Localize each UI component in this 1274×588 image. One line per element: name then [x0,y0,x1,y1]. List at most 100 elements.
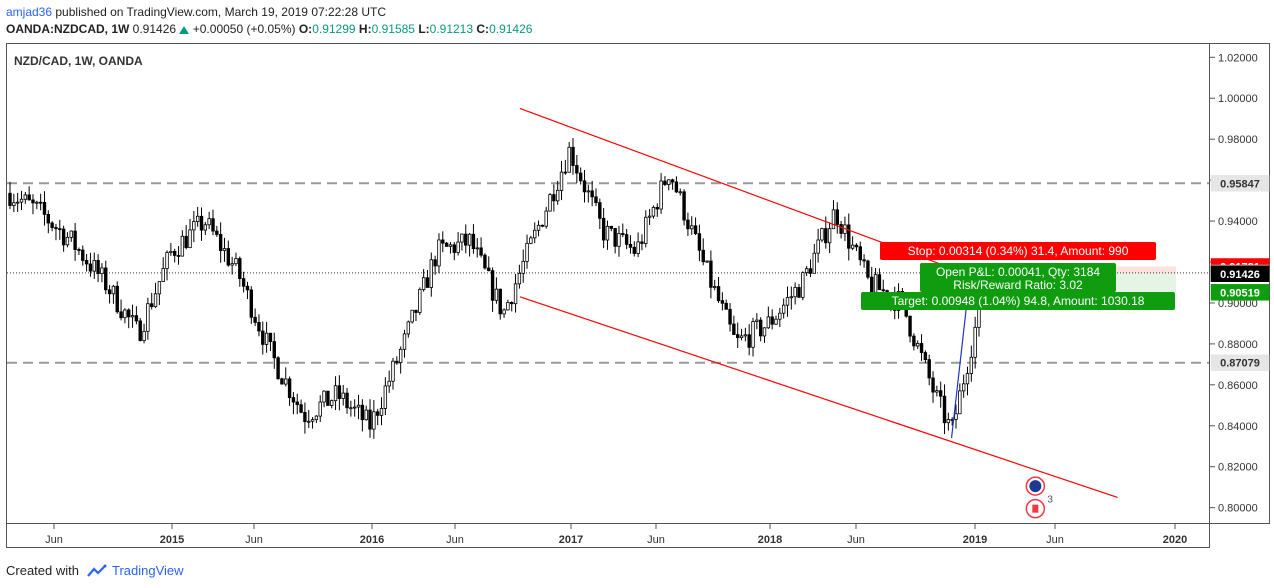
candle-down [575,165,579,174]
candle-up [364,409,368,421]
stop-label-bg [880,242,1156,260]
candle-up [739,335,744,339]
price-axis[interactable] [1210,43,1270,524]
candle-up [157,281,162,295]
candle-down [862,259,866,262]
candle-up [383,385,388,409]
publish-line: amjad36 published on TradingView.com, Ma… [6,5,386,19]
candle-down [640,241,644,244]
candle-up [785,297,790,306]
change-value: +0.00050 (+0.05%) [192,22,296,36]
candle-up [100,267,104,275]
candle-up [781,304,786,314]
close-value: 0.91426 [489,22,533,36]
candle-up [203,224,208,231]
candle-down [847,224,851,249]
candle-down [693,225,698,235]
candle-up [142,330,146,341]
candle-up [23,194,28,200]
channel-upper-line [519,107,952,269]
candle-up [437,239,441,267]
candle-down [870,276,874,293]
candle-down [253,316,257,323]
tradingview-brand-link[interactable]: TradingView [112,563,184,578]
high-label: H: [358,22,372,36]
candle-up [372,411,376,430]
candle-down [716,286,721,302]
y-tick-label: 0.86000 [1218,380,1258,392]
candle-down [257,321,261,332]
open-pl-label-text: Risk/Reward Ratio: 3.02 [953,278,1083,292]
candle-up [506,302,510,311]
candle-down [471,233,476,250]
candle-up [636,241,640,254]
candle-down [81,249,85,261]
candle-down [280,378,284,385]
candle-down [510,302,514,305]
candle-down [697,233,702,251]
x-tick-label: 2019 [963,534,987,546]
candle-down [621,233,625,235]
price-label-text: 0.87079 [1220,358,1260,370]
candle-down [682,191,686,221]
candle-down [655,206,659,210]
candle-up [617,233,621,247]
candle-down [61,228,66,246]
candle-up [766,316,771,329]
candle-down [824,228,828,244]
candle-up [322,390,326,403]
candle-up [314,415,319,421]
publish-info: published on TradingView.com, March 19, … [55,5,387,19]
candle-up [804,268,809,274]
candle-up [494,288,499,301]
price-label-bg [1210,175,1270,192]
candle-up [850,244,855,249]
candle-down [797,287,801,298]
channel-lower-line [519,296,1118,498]
y-tick-label: 0.84000 [1218,421,1258,433]
candle-up [169,250,173,253]
chart-pane[interactable] [6,43,1210,524]
x-tick-label: 2016 [360,534,384,546]
open-label: O: [298,22,313,36]
candle-down [245,285,250,291]
open-pl-label-bg [920,263,1116,292]
candle-up [973,326,977,358]
time-axis[interactable] [6,524,1210,548]
candle-down [8,192,12,206]
candle-down [866,260,870,278]
high-value: 0.91585 [371,22,415,36]
event-count-badge: 3 [1047,495,1053,506]
candle-down [272,341,276,359]
candle-up [605,225,610,241]
candle-up [559,171,564,191]
candle-up [352,406,357,409]
candle-down [912,335,916,347]
candle-up [517,272,522,285]
candle-up [548,194,552,212]
candle-down [552,194,556,202]
candle-up [533,229,537,239]
candle-down [808,268,813,274]
candle-down [295,401,299,406]
author-link[interactable]: amjad36 [6,5,53,19]
candle-down [261,330,265,345]
candle-down [670,179,675,183]
candle-up [460,233,464,243]
candle-down [724,302,728,310]
candle-up [406,321,411,335]
candle-down [104,267,108,291]
footer: Created with TradingView [6,563,184,578]
candle-up [820,228,824,241]
target-label-bg [861,292,1175,310]
candle-up [916,343,920,347]
y-tick-label: 0.90000 [1218,298,1258,310]
candle-down [498,288,502,315]
candle-down [138,320,142,341]
candle-down [215,230,219,235]
price-label-bg [1210,354,1270,371]
candle-down [119,311,123,319]
candle-up [111,285,116,295]
candle-up [153,293,158,308]
x-tick-label: 2018 [758,534,782,546]
